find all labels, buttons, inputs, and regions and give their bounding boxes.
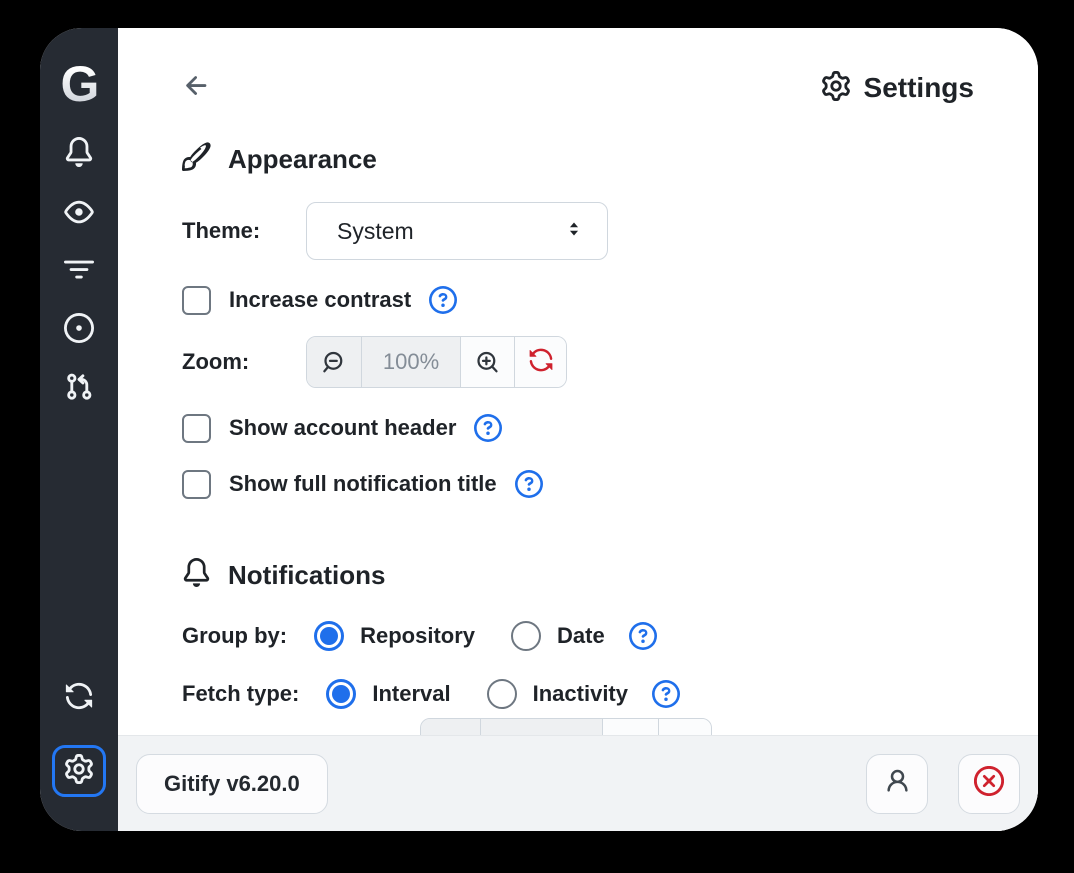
show-full-notification-title-help-button[interactable] [514, 470, 543, 498]
zoom-label: Zoom: [182, 349, 250, 374]
stepper-increment-button[interactable] [601, 719, 659, 735]
back-button[interactable] [182, 71, 216, 105]
fetch-type-label: Fetch type: [182, 681, 300, 706]
question-icon [514, 470, 543, 498]
notifications-nav-button[interactable] [63, 136, 95, 168]
x-circle-icon [973, 765, 1005, 801]
gitify-logo[interactable]: G [60, 56, 100, 112]
git-pull-request-icon [64, 371, 94, 401]
eye-icon [64, 197, 94, 227]
filter-nav-button[interactable] [63, 254, 95, 286]
gitify-window: G [40, 28, 1038, 831]
sidebar: G [40, 28, 118, 831]
increase-contrast-label: Increase contrast [229, 287, 412, 312]
fetch-type-interval-radio[interactable] [326, 679, 357, 709]
fetch-type-inactivity-radio[interactable] [486, 679, 517, 709]
group-by-repository-radio[interactable] [314, 621, 345, 651]
question-icon [429, 286, 458, 314]
footer: Gitify v6.20.0 [118, 735, 1038, 831]
show-full-notification-title-row: Show full notification title [182, 468, 974, 500]
issues-nav-button[interactable] [63, 312, 95, 344]
show-account-header-checkbox[interactable] [182, 413, 211, 443]
fetch-interval-stepper-cropped [420, 718, 712, 735]
question-icon [474, 414, 503, 442]
paintbrush-icon [181, 142, 211, 176]
page-title: Settings [821, 70, 974, 106]
accounts-button[interactable] [866, 753, 928, 814]
stepper-value [479, 719, 602, 735]
sync-icon [528, 347, 554, 378]
main-panel: Settings Appearance Theme: System [118, 28, 1038, 831]
show-full-notification-title-checkbox[interactable] [182, 469, 211, 499]
group-by-row: Group by: Repository Date [182, 620, 974, 652]
arrow-left-icon [182, 71, 212, 106]
question-icon [652, 680, 680, 708]
notifications-title: Notifications [228, 559, 386, 590]
issue-opened-icon [64, 313, 94, 343]
fetch-type-interval-label: Interval [372, 681, 451, 706]
gear-icon [821, 70, 851, 106]
zoom-row: Zoom: 100% [182, 336, 974, 388]
increase-contrast-help-button[interactable] [429, 286, 458, 314]
zoom-reset-button[interactable] [514, 337, 566, 387]
quit-button[interactable] [958, 753, 1020, 814]
filter-icon [64, 255, 94, 285]
fetch-type-row: Fetch type: Interval Inactivity [182, 678, 974, 710]
zoom-in-icon [474, 349, 501, 376]
chevron-up-down-icon [565, 220, 583, 243]
theme-select-value: System [337, 217, 414, 244]
group-by-help-button[interactable] [628, 622, 657, 650]
zoom-in-button[interactable] [460, 337, 514, 387]
notifications-section-header: Notifications [182, 558, 974, 592]
fetch-type-help-button[interactable] [652, 680, 680, 708]
refresh-button[interactable] [63, 680, 95, 712]
zoom-out-button[interactable] [307, 337, 361, 387]
topbar: Settings [182, 70, 974, 106]
settings-nav-button-active[interactable] [52, 745, 106, 797]
pull-requests-nav-button[interactable] [63, 370, 95, 402]
group-by-date-label: Date [557, 623, 605, 648]
settings-content: Settings Appearance Theme: System [118, 28, 1038, 735]
theme-label: Theme: [182, 218, 261, 243]
appearance-title: Appearance [228, 143, 377, 174]
stepper-reset-button[interactable] [658, 719, 711, 735]
group-by-label: Group by: [182, 623, 288, 648]
show-account-header-label: Show account header [229, 415, 457, 440]
sync-icon [64, 681, 94, 711]
question-icon [628, 622, 657, 650]
increase-contrast-checkbox[interactable] [182, 285, 211, 315]
increase-contrast-row: Increase contrast [182, 284, 974, 316]
person-icon [884, 768, 911, 800]
fetch-type-inactivity-label: Inactivity [532, 681, 628, 706]
appearance-section-header: Appearance [181, 142, 974, 176]
bell-icon [64, 137, 94, 167]
bell-icon [182, 558, 211, 592]
watch-nav-button[interactable] [63, 196, 95, 228]
show-account-header-row: Show account header [182, 412, 974, 444]
settings-title: Settings [863, 72, 974, 103]
theme-row: Theme: System [182, 202, 974, 260]
group-by-repository-label: Repository [360, 623, 476, 648]
group-by-date-radio[interactable] [511, 621, 542, 651]
zoom-out-icon [321, 349, 348, 376]
show-account-header-help-button[interactable] [474, 414, 503, 442]
show-full-notification-title-label: Show full notification title [229, 471, 497, 496]
version-button[interactable]: Gitify v6.20.0 [136, 753, 328, 814]
gear-icon [64, 753, 94, 789]
stepper-decrement-button[interactable] [421, 719, 480, 735]
theme-select[interactable]: System [306, 202, 608, 260]
zoom-control-group: 100% [306, 336, 567, 388]
zoom-value: 100% [361, 337, 460, 387]
